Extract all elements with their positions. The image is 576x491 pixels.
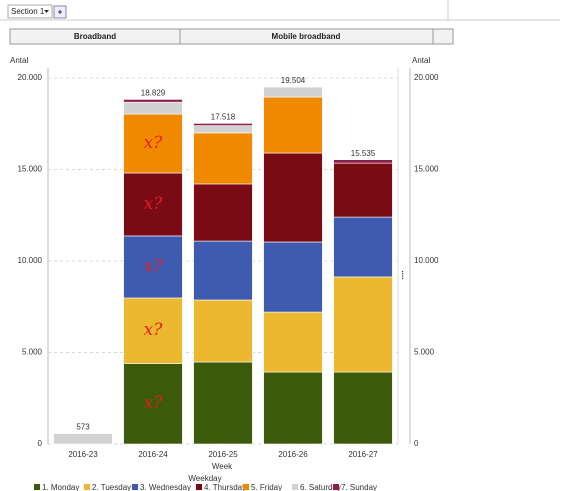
section-dropdown[interactable] — [7, 4, 53, 19]
legend-swatch — [243, 484, 249, 490]
y2-tick-label: 5.000 — [414, 348, 435, 357]
x-tick-label: 2016-23 — [68, 450, 98, 459]
bar-segment — [263, 86, 323, 98]
y-tick-label: 20.000 — [18, 73, 43, 82]
y-axis-label: Antal — [10, 56, 28, 65]
y2-tick-label: 0 — [414, 439, 419, 448]
y-tick-label: 0 — [38, 439, 43, 448]
legend-swatch — [34, 484, 40, 490]
total-label: 573 — [76, 423, 90, 432]
bar-segment — [333, 162, 393, 218]
bar-segment — [193, 125, 253, 134]
bar-segment — [123, 363, 183, 445]
legend-label: 1. Monday — [42, 483, 79, 491]
bar-segment — [333, 371, 393, 445]
annotation: x? — [144, 194, 164, 214]
legend-swatch — [132, 484, 138, 490]
section-label: Section 1 — [11, 7, 45, 16]
bar-segment — [193, 132, 253, 185]
bar-segment — [123, 235, 183, 299]
y2-tick-label: 10.000 — [414, 256, 439, 265]
bar-segment — [123, 113, 183, 174]
annotation: x? — [144, 393, 164, 413]
bar-segment — [263, 96, 323, 154]
legend-label: 6. Saturday — [300, 483, 341, 491]
add-button[interactable] — [53, 5, 67, 19]
y-tick-label: 15.000 — [18, 165, 43, 174]
legend-label: 5. Friday — [251, 483, 282, 491]
bar-segment — [333, 276, 393, 373]
x-axis-label: Week — [212, 462, 233, 471]
y2-tick-label: 15.000 — [414, 165, 439, 174]
legend-label: 4. Thursday — [204, 483, 246, 491]
x-tick-label: 2016-25 — [208, 450, 238, 459]
add-button-label: + — [58, 8, 63, 17]
tab[interactable] — [432, 28, 454, 45]
x-tick-label: 2016-26 — [278, 450, 308, 459]
bar-segment — [193, 240, 253, 301]
total-label: 15.535 — [351, 149, 376, 158]
y2-axis-label: Antal — [412, 56, 430, 65]
legend-swatch — [292, 484, 298, 490]
x-tick-label: 2016-24 — [138, 450, 168, 459]
annotation: x? — [144, 256, 164, 276]
y-tick-label: 10.000 — [18, 256, 43, 265]
bar-segment — [193, 299, 253, 363]
bar-segment — [263, 241, 323, 313]
x-tick-label: 2016-27 — [348, 450, 378, 459]
bar-segment — [263, 311, 323, 373]
bar-segment — [263, 371, 323, 445]
legend-label: 3. Wednesday — [140, 483, 191, 491]
tab-label: Broadband — [74, 32, 116, 41]
total-label: 19.504 — [281, 76, 306, 85]
resize-handle[interactable]: .... — [400, 271, 409, 280]
legend-swatch — [196, 484, 202, 490]
bar-segment — [123, 297, 183, 364]
bar-segment — [193, 361, 253, 445]
legend-label: 2. Tuesday — [92, 483, 131, 491]
total-label: 17.518 — [211, 113, 236, 122]
bar-segment — [53, 433, 113, 445]
dropdown-arrow — [44, 10, 49, 13]
legend-swatch — [84, 484, 90, 490]
bar-segment — [123, 99, 183, 103]
tab-label: Mobile broadband — [272, 32, 341, 41]
bar-segment — [333, 216, 393, 278]
bar-segment — [263, 152, 323, 243]
bar-segment — [193, 123, 253, 126]
legend-title: Weekday — [188, 474, 221, 483]
y2-tick-label: 20.000 — [414, 73, 439, 82]
bar-segment — [193, 183, 253, 242]
legend-label: 7. Sunday — [341, 483, 377, 491]
bar-segment — [333, 159, 393, 164]
y-tick-label: 5.000 — [22, 348, 43, 357]
total-label: 18.829 — [141, 89, 166, 98]
annotation: x? — [144, 320, 164, 340]
bar-segment — [123, 101, 183, 115]
legend-swatch — [333, 484, 339, 490]
annotation: x? — [144, 133, 164, 153]
